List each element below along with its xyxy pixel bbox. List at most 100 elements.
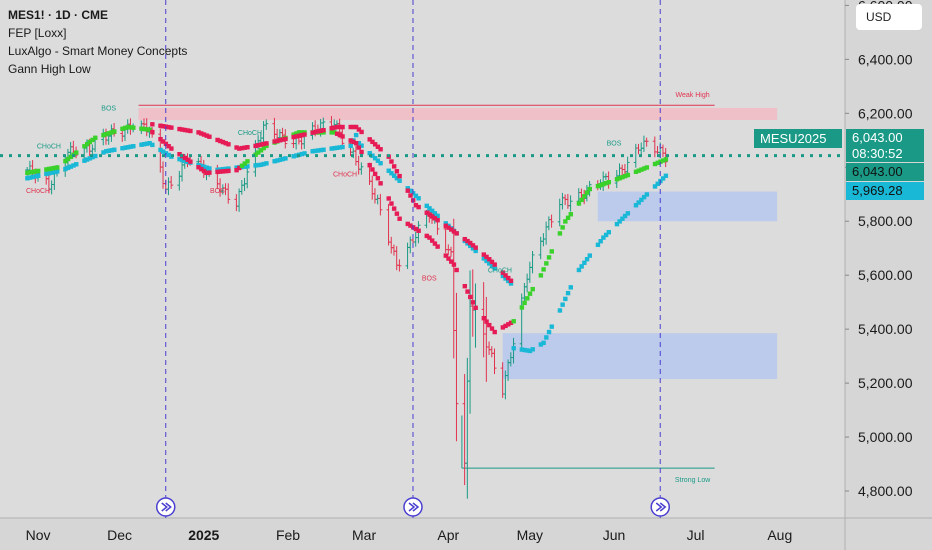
fep-upper-dot — [201, 132, 207, 137]
fep-dot — [142, 126, 147, 132]
gann-dot — [582, 260, 587, 265]
gann-dot — [522, 347, 527, 353]
gann-dot — [242, 164, 247, 169]
candle — [49, 180, 54, 195]
indicator-fep[interactable]: FEP [Loxx] — [8, 26, 67, 40]
fep-upper-dot — [275, 138, 280, 144]
fep-dot — [427, 235, 432, 240]
gann-dot — [226, 166, 231, 171]
fep-dot — [359, 149, 364, 155]
fep-dot — [256, 150, 261, 155]
candle — [544, 221, 549, 245]
gann-dot — [579, 264, 584, 269]
gann-dot — [158, 147, 163, 153]
gann-dot — [109, 148, 114, 153]
gann-dot — [416, 196, 421, 201]
fep-dot — [541, 267, 546, 272]
candle — [530, 250, 535, 274]
gann-dot — [74, 162, 79, 167]
indicator-smc[interactable]: LuxAlgo - Smart Money Concepts — [8, 44, 188, 58]
fep-upper-dot — [253, 143, 258, 149]
fep-upper-dot — [378, 147, 383, 152]
fep-upper-dot — [329, 126, 334, 131]
fep-dot — [641, 166, 647, 171]
fep-dot — [435, 244, 440, 249]
fep-upper-dot — [351, 124, 356, 130]
fep-dot — [527, 291, 533, 296]
gann-dot — [525, 348, 530, 353]
gann-dot — [245, 164, 250, 169]
fep-dot — [660, 158, 666, 163]
gann-dot — [546, 329, 552, 335]
gann-dot — [277, 157, 283, 163]
gann-dot — [465, 241, 470, 246]
symbol-title[interactable]: MES1! · 1D · CME — [8, 8, 109, 22]
fep-upper-dot — [372, 142, 378, 147]
fep-upper-dot — [158, 123, 163, 128]
fep-dot — [218, 169, 223, 174]
candle — [408, 236, 413, 254]
fep-dot — [652, 161, 658, 167]
fep-dot — [655, 160, 660, 166]
fep-dot — [182, 155, 188, 161]
structure-label: CHoCH — [488, 267, 512, 274]
fep-upper-dot — [454, 231, 459, 236]
gann-dot — [103, 149, 109, 154]
fep-dot — [603, 180, 609, 186]
gann-dot — [560, 302, 565, 307]
fep-dot — [234, 167, 239, 173]
x-tick-label: Aug — [767, 527, 792, 543]
fep-dot — [492, 329, 497, 335]
gann-dot — [264, 161, 269, 166]
fep-dot — [633, 169, 639, 174]
fep-upper-dot — [223, 140, 228, 146]
fep-upper-dot — [237, 146, 242, 151]
fep-dot — [63, 158, 68, 164]
gann-dot — [489, 263, 495, 269]
fep-upper-dot — [258, 142, 264, 147]
fep-dot — [112, 129, 117, 134]
fep-dot — [432, 241, 438, 246]
structure-label: BOS — [101, 106, 116, 113]
y-tick-label: 4,800.00 — [858, 483, 913, 499]
fep-dot — [161, 139, 166, 144]
structure-label: BOS — [422, 276, 437, 283]
currency-button[interactable]: USD — [856, 4, 922, 30]
gann-dot — [147, 140, 152, 146]
fep-upper-dot — [443, 223, 448, 228]
structure-label: CHoCH — [238, 130, 262, 137]
gann-dot — [530, 347, 535, 352]
gann-dot — [413, 193, 419, 198]
gann-dot — [256, 162, 261, 168]
candle — [378, 193, 383, 216]
gann-dot — [606, 230, 612, 235]
gann-dot — [652, 184, 658, 189]
fep-dot — [128, 125, 133, 130]
candle — [541, 233, 546, 247]
fep-dot — [74, 150, 79, 155]
x-tick-label: Dec — [107, 527, 132, 543]
gann-dot — [625, 211, 631, 216]
fep-dot — [215, 169, 220, 175]
candle — [177, 170, 182, 191]
candle — [372, 188, 377, 204]
structure-label: BOS — [607, 141, 622, 148]
candle — [454, 292, 459, 442]
fep-upper-dot — [188, 128, 193, 134]
fep-upper-dot — [370, 139, 375, 145]
fep-upper-dot — [359, 129, 364, 135]
gann-dot — [261, 161, 266, 167]
gann-dot — [500, 273, 506, 279]
gann-dot — [93, 153, 98, 159]
fep-dot — [36, 168, 41, 174]
indicator-gann[interactable]: Gann High Low — [8, 62, 91, 76]
fep-dot — [291, 132, 296, 137]
fep-dot — [636, 168, 641, 173]
gann-dot — [46, 171, 52, 176]
gann-dot — [660, 176, 666, 181]
candle — [465, 357, 470, 499]
fep-dot — [220, 169, 226, 174]
fep-dot — [473, 305, 478, 310]
fep-dot — [261, 145, 266, 151]
